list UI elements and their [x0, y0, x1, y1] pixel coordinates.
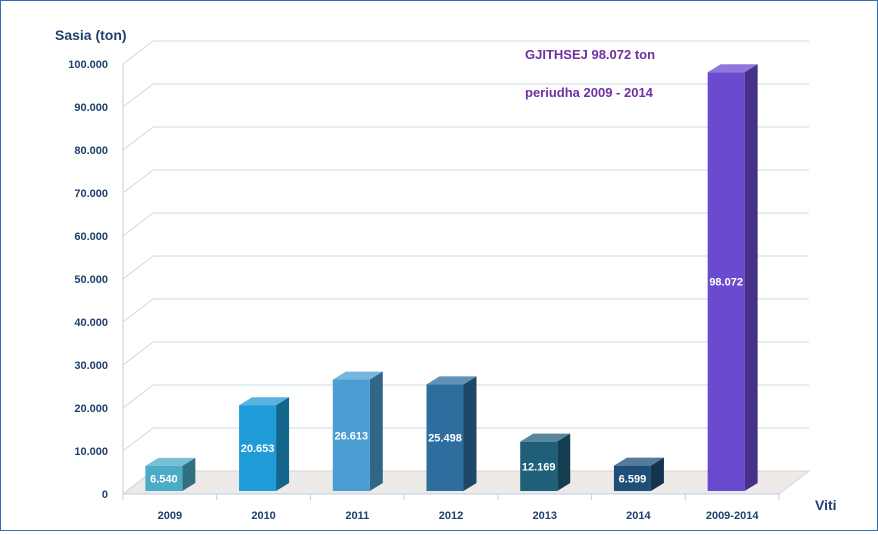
y-tick-label: 10.000: [74, 446, 108, 458]
bar-top: [613, 457, 664, 466]
data-label: 25.498: [428, 433, 462, 445]
gridlines: [122, 40, 809, 495]
gridline-depth: [122, 169, 154, 194]
gridline-depth: [122, 384, 154, 409]
bar-front: [520, 441, 558, 491]
bar-side: [276, 397, 290, 491]
y-tick-labels: 0 10.000 20.000 30.000 40.000 50.000 60.000 70.…: [68, 59, 108, 501]
y-tick-label: 80.000: [74, 145, 108, 157]
bar-front: [332, 379, 370, 491]
y-tick-label: 50.000: [74, 274, 108, 286]
y-tick-label: 90.000: [74, 102, 108, 114]
x-tick-label: 2012: [439, 510, 463, 522]
x-tick-labels: 2009 2010 2011 2012 2013 2014 2009-2014: [122, 494, 780, 522]
x-axis-title: Viti: [815, 497, 837, 513]
bar: 98.072: [707, 64, 758, 491]
data-label: 26.613: [334, 430, 368, 442]
gridline-depth: [122, 298, 154, 323]
bar-front: [613, 465, 651, 491]
x-tick-label: 2010: [251, 510, 275, 522]
bar-front: [426, 384, 464, 491]
gridline-depth: [122, 83, 154, 108]
data-label: 98.072: [709, 277, 743, 289]
bar-side: [650, 457, 664, 491]
bar-front: [707, 72, 745, 491]
bar: 20.653: [239, 397, 290, 491]
bar: 12.169: [520, 433, 571, 491]
bar-side: [182, 457, 196, 491]
data-label: 12.169: [522, 461, 556, 473]
bar-front: [239, 405, 277, 491]
bar-top: [145, 457, 196, 466]
bar: 26.613: [332, 371, 383, 491]
gridline-depth: [122, 341, 154, 366]
gridline-depth: [122, 212, 154, 237]
x-tick-label: 2013: [532, 510, 556, 522]
y-tick-label: 20.000: [74, 403, 108, 415]
y-axis-title: Sasia (ton): [55, 27, 127, 43]
data-label: 6.540: [150, 473, 178, 485]
bar: 6.599: [613, 457, 664, 491]
data-label: 20.653: [241, 443, 275, 455]
bar-side: [369, 371, 383, 491]
bar-top: [520, 433, 571, 442]
bar-top: [239, 397, 290, 406]
gridline-depth: [122, 40, 154, 65]
gridline-depth: [122, 255, 154, 280]
bars: 6.540 20.653 26.613 25.498 12.169 6.599 98.072: [145, 64, 758, 491]
y-tick-label: 70.000: [74, 188, 108, 200]
bar-side: [744, 64, 758, 491]
total-annotation: GJITHSEJ 98.072 ton: [525, 47, 655, 62]
data-label: 6.599: [619, 473, 647, 485]
x-tick-label: 2011: [345, 510, 369, 522]
bar: 6.540: [145, 457, 196, 491]
x-tick-label: 2014: [626, 510, 651, 522]
bar-top: [426, 376, 477, 385]
bar-side: [557, 433, 571, 491]
period-annotation: periudha 2009 - 2014: [525, 85, 654, 100]
bar-top: [707, 64, 758, 73]
gridline-depth: [122, 126, 154, 151]
y-tick-label: 0: [102, 489, 108, 501]
x-tick-label: 2009-2014: [706, 510, 759, 522]
x-tick-label: 2009: [158, 510, 182, 522]
y-tick-label: 30.000: [74, 360, 108, 372]
y-tick-label: 40.000: [74, 317, 108, 329]
bar: 25.498: [426, 376, 477, 491]
bar-side: [463, 376, 477, 491]
bar-top: [332, 371, 383, 380]
y-tick-label: 100.000: [68, 59, 108, 71]
y-tick-label: 60.000: [74, 231, 108, 243]
gridline-depth: [122, 427, 154, 452]
bar-front: [145, 465, 183, 491]
